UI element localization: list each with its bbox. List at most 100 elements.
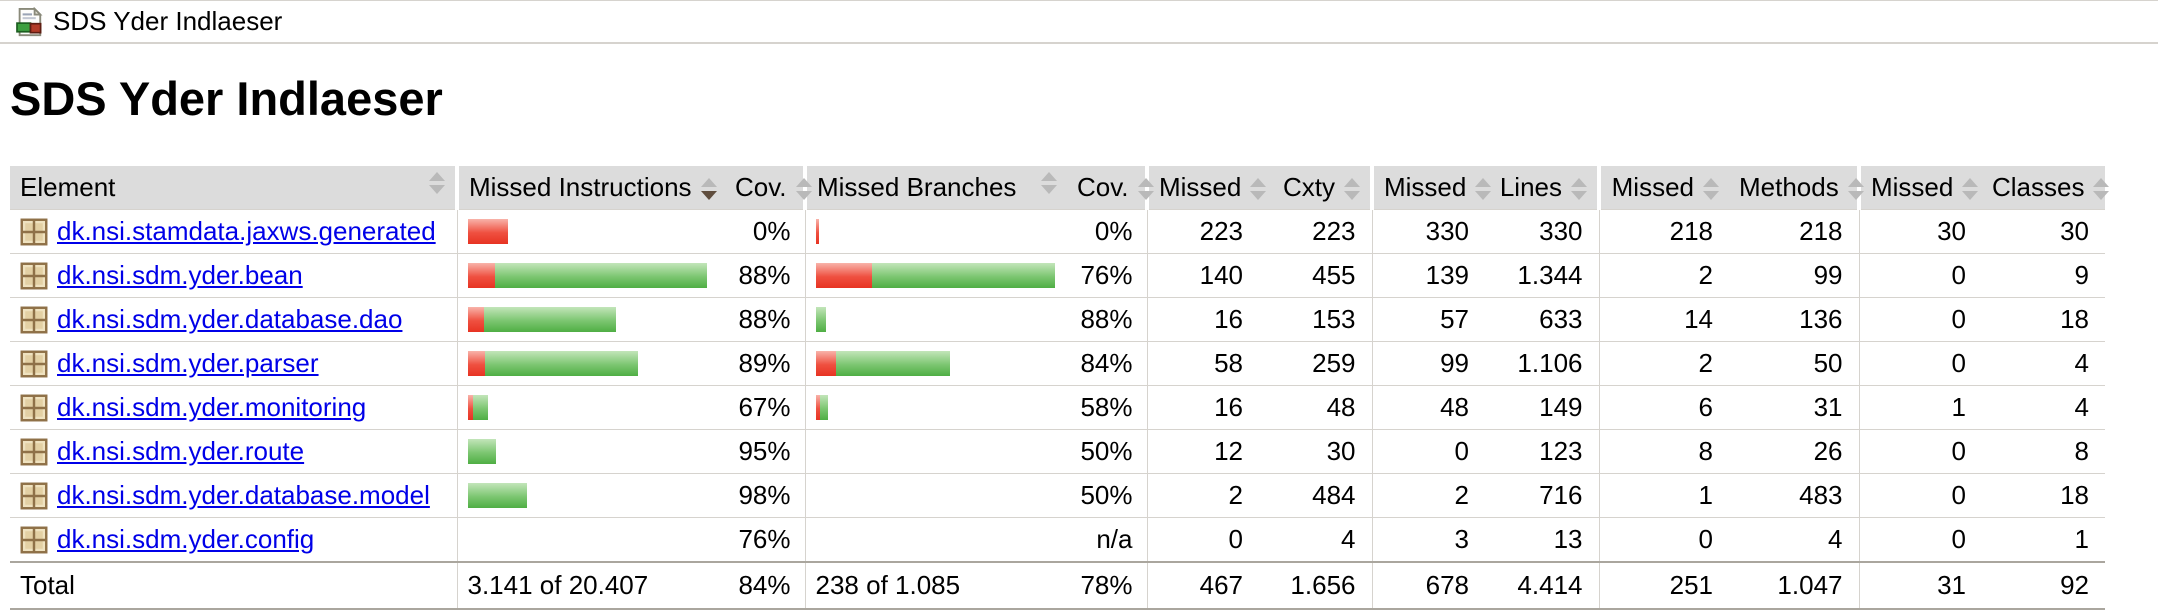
total-methods: 1.047 — [1729, 561, 1859, 610]
missed-lines: 57 — [1371, 297, 1485, 342]
methods: 136 — [1729, 297, 1859, 342]
missed-bar-segment — [815, 219, 819, 244]
column-header-lines[interactable]: Lines — [1485, 166, 1599, 210]
instructions-cov: 67% — [725, 385, 805, 430]
sort-icon — [1137, 178, 1154, 201]
lines: 633 — [1485, 297, 1599, 342]
missed-methods: 0 — [1598, 517, 1729, 562]
branches-cov: 50% — [1067, 473, 1147, 518]
branches-bar-cell — [804, 341, 1067, 386]
lines: 149 — [1485, 385, 1599, 430]
column-header-branches-cov[interactable]: Cov. — [1067, 166, 1154, 210]
cxty: 259 — [1259, 341, 1372, 386]
methods: 218 — [1729, 209, 1859, 254]
column-label: Methods — [1739, 172, 1839, 202]
element-cell: dk.nsi.sdm.yder.database.dao — [10, 297, 457, 342]
package-link[interactable]: dk.nsi.sdm.yder.parser — [57, 348, 319, 378]
page-title: SDS Yder Indlaeser — [10, 72, 443, 125]
branches-bar-cell — [804, 517, 1067, 562]
column-header-instructions-cov[interactable]: Cov. — [725, 166, 812, 210]
table-row: dk.nsi.sdm.yder.database.model 98% 50% 2… — [10, 473, 2105, 518]
column-header-missed-lines[interactable]: Missed — [1370, 166, 1492, 210]
missed-methods: 218 — [1598, 209, 1729, 254]
methods: 31 — [1729, 385, 1859, 430]
branches-cov: n/a — [1067, 517, 1147, 562]
column-header-missed-cxty[interactable]: Missed — [1145, 166, 1267, 210]
branches-bar — [816, 439, 1058, 464]
sort-icon — [700, 178, 717, 201]
package-link[interactable]: dk.nsi.sdm.yder.bean — [57, 260, 303, 290]
package-icon — [20, 394, 48, 421]
covered-bar-segment — [494, 263, 707, 288]
lines: 330 — [1485, 209, 1599, 254]
table-row: dk.nsi.stamdata.jaxws.generated 0% 0% 22… — [10, 209, 2105, 254]
element-cell: dk.nsi.sdm.yder.config — [10, 517, 457, 562]
missed-lines: 0 — [1371, 429, 1485, 474]
sort-icon — [2093, 178, 2110, 201]
element-cell: dk.nsi.sdm.yder.database.model — [10, 473, 457, 518]
column-header-element[interactable]: Element — [10, 166, 457, 210]
total-cxty: 1.656 — [1259, 561, 1372, 610]
total-missed-cxty: 467 — [1146, 561, 1259, 610]
package-icon — [20, 306, 48, 333]
missed-cxty: 16 — [1146, 385, 1259, 430]
missed-classes: 0 — [1858, 297, 1982, 342]
instructions-bar-cell — [456, 517, 725, 562]
missed-bar-segment — [467, 219, 508, 244]
covered-bar-segment — [815, 307, 826, 332]
element-cell: dk.nsi.sdm.yder.route — [10, 429, 457, 474]
branches-bar — [816, 483, 1058, 508]
package-link[interactable]: dk.nsi.sdm.yder.config — [57, 524, 315, 554]
missed-lines: 3 — [1371, 517, 1485, 562]
package-link[interactable]: dk.nsi.sdm.yder.route — [57, 436, 305, 466]
missed-lines: 2 — [1371, 473, 1485, 518]
branches-cov: 58% — [1067, 385, 1147, 430]
covered-bar-segment — [467, 483, 527, 508]
report-icon — [16, 6, 43, 36]
breadcrumb: SDS Yder Indlaeser — [0, 0, 2158, 44]
column-header-missed-methods[interactable]: Missed — [1597, 166, 1729, 210]
missed-classes: 0 — [1858, 341, 1982, 386]
column-label: Missed Branches — [817, 172, 1017, 202]
column-label: Element — [20, 172, 116, 202]
package-icon — [20, 438, 48, 465]
branches-bar-cell — [804, 253, 1067, 298]
branches-bar — [815, 219, 1058, 244]
column-header-missed-instructions[interactable]: Missed Instructions — [455, 166, 725, 210]
column-header-methods[interactable]: Methods — [1729, 166, 1864, 210]
package-icon — [20, 218, 48, 245]
package-link[interactable]: dk.nsi.stamdata.jaxws.generated — [57, 216, 436, 246]
sort-icon — [1250, 178, 1267, 201]
column-label: Missed Instructions — [469, 172, 692, 202]
column-header-classes[interactable]: Classes — [1982, 166, 2110, 210]
column-header-missed-branches[interactable]: Missed Branches — [803, 166, 1067, 210]
instructions-bar-cell — [456, 385, 725, 430]
instructions-bar — [467, 307, 716, 332]
package-link[interactable]: dk.nsi.sdm.yder.database.dao — [57, 304, 403, 334]
column-header-missed-classes[interactable]: Missed — [1857, 166, 1982, 210]
sort-icon — [429, 172, 445, 194]
missed-cxty: 2 — [1146, 473, 1259, 518]
element-cell: dk.nsi.sdm.yder.parser — [10, 341, 457, 386]
missed-classes: 1 — [1858, 385, 1982, 430]
package-link[interactable]: dk.nsi.sdm.yder.monitoring — [57, 392, 367, 422]
branches-bar — [816, 527, 1058, 552]
lines: 716 — [1485, 473, 1599, 518]
instructions-bar-cell — [456, 297, 725, 342]
lines: 123 — [1485, 429, 1599, 474]
instructions-bar — [467, 351, 716, 376]
coverage-table: Element Missed Instructions Cov. Missed … — [10, 166, 2110, 610]
missed-methods: 8 — [1598, 429, 1729, 474]
missed-cxty: 0 — [1146, 517, 1259, 562]
cxty: 48 — [1259, 385, 1372, 430]
sort-icon — [1962, 178, 1979, 201]
sort-icon — [1475, 178, 1492, 201]
sort-icon — [1344, 178, 1360, 201]
table-row: dk.nsi.sdm.yder.monitoring 67% 58% 16 48… — [10, 385, 2105, 430]
package-link[interactable]: dk.nsi.sdm.yder.database.model — [57, 480, 430, 510]
column-header-cxty[interactable]: Cxty — [1259, 166, 1372, 210]
package-icon — [20, 482, 48, 509]
instructions-bar — [467, 483, 716, 508]
branches-bar-cell — [804, 385, 1067, 430]
lines: 1.344 — [1485, 253, 1599, 298]
